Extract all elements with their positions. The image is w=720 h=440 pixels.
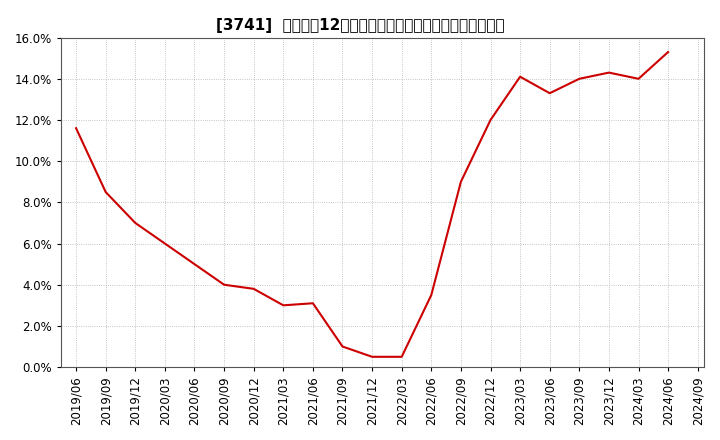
Text: [3741]  売上高の12か月移動合計の対前年同期増減率の推移: [3741] 売上高の12か月移動合計の対前年同期増減率の推移 xyxy=(216,18,504,33)
